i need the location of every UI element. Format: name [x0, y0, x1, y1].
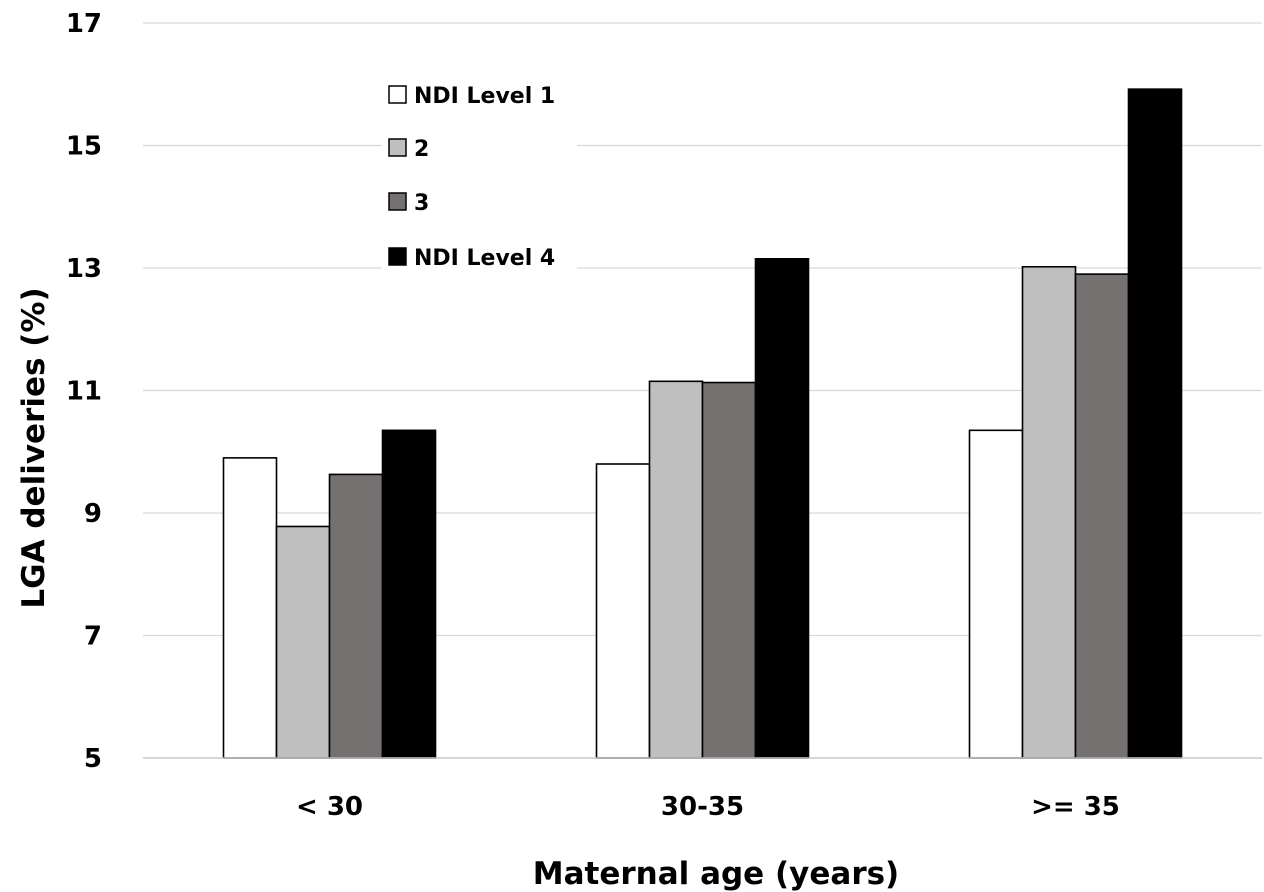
- x-axis-title: Maternal age (years): [533, 856, 899, 892]
- x-axis-ticks: < 30 30-35 >= 35: [296, 792, 1120, 822]
- bar: [1127, 88, 1183, 759]
- bar: [275, 525, 331, 759]
- bar: [648, 380, 704, 759]
- x-tick-label: 30-35: [661, 792, 744, 822]
- bar: [701, 381, 757, 759]
- y-tick-label: 7: [84, 622, 102, 652]
- legend: NDI Level 1 2 3 NDI Level 4: [382, 72, 577, 280]
- legend-label: 3: [414, 191, 429, 216]
- legend-swatch: [388, 138, 407, 157]
- y-tick-label: 9: [84, 499, 102, 529]
- y-tick-label: 15: [66, 132, 102, 162]
- bar: [222, 457, 278, 759]
- legend-background: [382, 72, 577, 280]
- bar: [1074, 273, 1130, 759]
- legend-swatch: [388, 192, 407, 211]
- y-axis-title: LGA deliveries (%): [16, 287, 52, 608]
- legend-label: NDI Level 1: [414, 84, 555, 109]
- legend-label: 2: [414, 137, 429, 162]
- bar: [381, 429, 437, 759]
- legend-swatch: [388, 85, 407, 104]
- y-tick-label: 11: [66, 377, 102, 407]
- y-axis-ticks: 5 7 9 11 13 15 17: [66, 9, 102, 774]
- bars: [222, 88, 1183, 759]
- legend-label: NDI Level 4: [414, 246, 555, 271]
- x-tick-label: < 30: [296, 792, 363, 822]
- bar: [1021, 265, 1077, 759]
- bar: [595, 463, 651, 759]
- y-tick-label: 5: [84, 744, 102, 774]
- legend-swatch: [388, 247, 407, 266]
- x-tick-label: >= 35: [1031, 792, 1120, 822]
- bar: [754, 258, 810, 759]
- y-tick-label: 17: [66, 9, 102, 39]
- y-tick-label: 13: [66, 254, 102, 284]
- bar: [328, 473, 384, 759]
- bar: [968, 429, 1024, 759]
